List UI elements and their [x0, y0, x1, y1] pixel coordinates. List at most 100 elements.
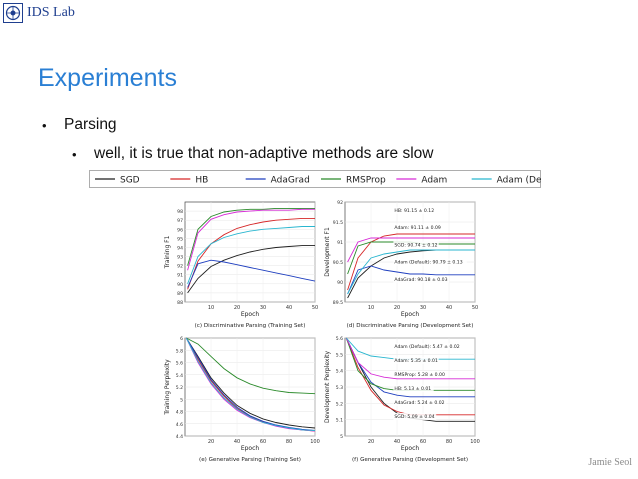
annotation-bg	[393, 413, 437, 420]
x-tick-label: 100	[310, 439, 320, 445]
series-line-adagrad	[347, 265, 475, 295]
series-line-adam	[345, 337, 475, 380]
series-line-rmsprop	[186, 337, 316, 395]
annotation-label: Adam (Default): 5.47 ± 0.02	[394, 344, 459, 350]
annotation-label: AdaGrad: 5.24 ± 0.02	[394, 400, 444, 406]
legend-label-2: AdaGrad	[271, 176, 310, 186]
series-line-adam-default-	[185, 337, 316, 431]
y-tick-label: 97	[177, 218, 183, 224]
panel-caption: (e) Generative Parsing (Training Set)	[199, 457, 301, 463]
chart-generative-training: 4.4 4.6 4.8 5 5.2 5.4 5.6 5.8 6 20 40 60 80 100 Epoch T…	[164, 336, 320, 463]
y-tick-label: 4.4	[176, 434, 183, 440]
legend-label-0: SGD	[120, 176, 140, 186]
legend-label-1: HB	[195, 176, 208, 186]
y-tick-label: 5.4	[176, 373, 183, 379]
y-tick-label: 94	[177, 245, 183, 251]
x-tick-label: 40	[234, 439, 240, 445]
x-tick-label: 100	[470, 439, 480, 445]
bullet-marker: •	[42, 118, 47, 133]
y-tick-label: 4.6	[176, 422, 183, 428]
y-tick-label: 89.5	[333, 300, 343, 306]
y-tick-label: 95	[177, 236, 183, 242]
chart-generative-development: 5 5.1 5.2 5.3 5.4 5.5 5.6 20 40 60 80 100 Adam (Defa…	[324, 336, 480, 463]
x-axis-label: Epoch	[241, 445, 260, 452]
panel-caption: (c) Discriminative Parsing (Training Set…	[195, 323, 306, 329]
x-tick-label: 50	[472, 305, 478, 311]
legend-label-5: Adam (Default)	[497, 176, 541, 186]
footer-author: Jamie Seol	[588, 457, 632, 468]
y-tick-label: 5.5	[336, 352, 343, 358]
y-tick-label: 89	[177, 291, 183, 297]
y-tick-label: 92	[337, 200, 343, 206]
x-tick-label: 30	[260, 305, 266, 311]
x-tick-label: 40	[286, 305, 292, 311]
y-axis-label: Development F1	[324, 227, 331, 277]
y-tick-label: 92	[177, 264, 183, 270]
y-tick-label: 5.6	[336, 336, 343, 342]
annotation-bg	[393, 224, 442, 232]
y-tick-label: 91	[337, 240, 343, 246]
series-line-adam	[347, 237, 475, 263]
y-axis-label: Development Perplexity	[324, 351, 331, 423]
series-line-adagrad	[185, 337, 316, 431]
y-axis-label: Training F1	[164, 235, 171, 269]
x-axis-label: Epoch	[401, 311, 420, 318]
chart-discriminative-development: 89.5 90 90.5 91 91.5 92 10 20 30 40 50 HB: 91.15 ± …	[324, 200, 478, 329]
x-tick-label: 20	[208, 439, 214, 445]
y-tick-label: 96	[177, 227, 183, 233]
series-line-rmsprop	[187, 207, 315, 266]
y-tick-label: 5.8	[176, 348, 183, 354]
annotation-label: SGD: 90.74 ± 0.12	[394, 242, 437, 248]
annotation-label: HB: 5.13 ± 0.01	[394, 386, 431, 392]
x-axis-label: Epoch	[241, 311, 260, 318]
bullet-parsing: Parsing	[64, 116, 117, 133]
x-tick-label: 10	[208, 305, 214, 311]
bullet-non-adaptive: well, it is true that non-adaptive metho…	[94, 145, 434, 162]
annotation-bg	[393, 258, 467, 266]
series-line-sgd	[185, 337, 316, 429]
series-line-adagrad	[345, 337, 475, 398]
annotation-bg	[393, 357, 439, 364]
annotation-label: Adam: 91.11 ± 0.09	[394, 225, 441, 231]
y-tick-label: 6	[180, 336, 183, 342]
slide-title: Experiments	[38, 64, 177, 92]
annotation-bg	[393, 343, 465, 350]
x-tick-label: 60	[260, 439, 266, 445]
x-tick-label: 80	[446, 439, 452, 445]
x-tick-label: 10	[368, 305, 374, 311]
y-tick-label: 5.2	[336, 401, 343, 407]
annotation-label: RMSProp: 5.28 ± 0.00	[394, 372, 445, 378]
x-tick-label: 50	[312, 305, 318, 311]
annotation-label: SGD: 5.09 ± 0.04	[394, 414, 434, 420]
legend-frame	[89, 170, 541, 188]
annotation-label: HB: 91.15 ± 0.12	[394, 208, 434, 214]
series-line-adagrad	[187, 259, 316, 288]
x-tick-label: 80	[286, 439, 292, 445]
y-axis-label: Training Perplexity	[164, 359, 171, 416]
panel-caption: (d) Discriminative Parsing (Development …	[347, 323, 474, 329]
y-tick-label: 5	[340, 434, 343, 440]
annotation-label: Adam (Default): 90.79 ± 0.13	[394, 260, 462, 266]
series-line-sgd	[187, 245, 315, 294]
x-tick-label: 20	[394, 305, 400, 311]
y-tick-label: 5	[180, 397, 183, 403]
series-line-hb	[187, 217, 315, 290]
x-tick-label: 30	[420, 305, 426, 311]
y-tick-label: 5.4	[336, 369, 343, 375]
series-line-adam-default-	[187, 226, 315, 284]
series-line-hb	[347, 233, 475, 291]
y-tick-label: 91.5	[333, 220, 343, 226]
y-tick-label: 90.5	[333, 260, 343, 266]
annotation-bg	[393, 207, 437, 214]
series-line-adam-default-	[347, 249, 475, 295]
legend-label-3: RMSProp	[346, 176, 386, 186]
figure-legend: SGD HB AdaGrad RMSProp Adam Adam (Default)	[89, 170, 541, 188]
y-tick-label: 93	[177, 255, 183, 261]
annotation-bg	[393, 275, 449, 283]
y-tick-label: 5.2	[176, 385, 183, 391]
annotation-label: Adam: 5.35 ± 0.01	[394, 358, 438, 364]
y-tick-label: 5.3	[336, 385, 343, 391]
legend-label-4: Adam	[421, 176, 447, 186]
annotation-bg	[393, 399, 447, 406]
panel-caption: (f) Generative Parsing (Development Set)	[352, 457, 468, 463]
